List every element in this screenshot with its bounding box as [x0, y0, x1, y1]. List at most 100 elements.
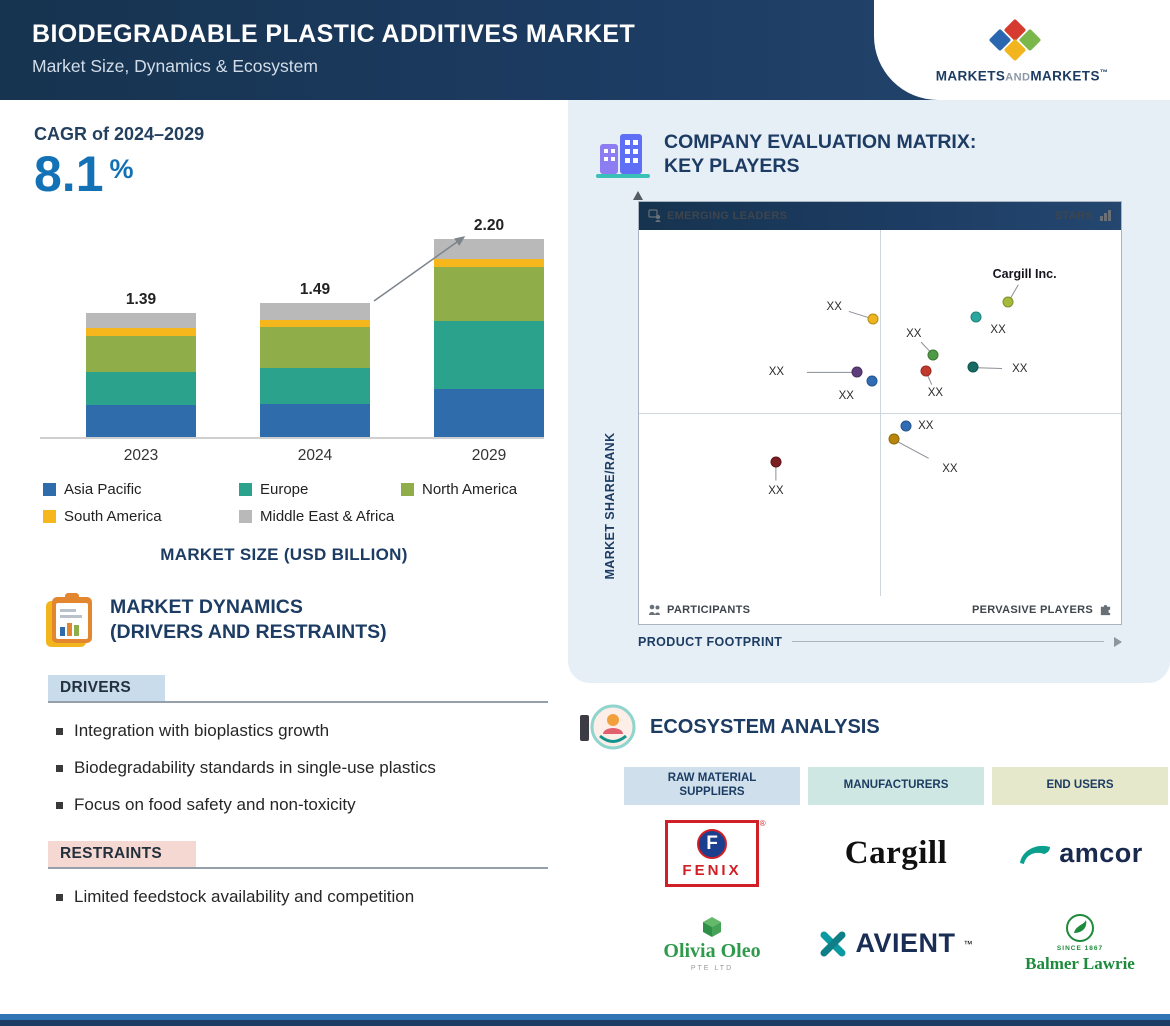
left-column: CAGR of 2024–2029 8.1% 1.39 1.49 2.20 2023… — [0, 100, 568, 985]
legend-item: Middle East & Africa — [239, 508, 401, 525]
scatter-point — [967, 361, 979, 373]
bar-column: 1.39 — [86, 291, 196, 437]
scatter-point-name-label: Cargill Inc. — [992, 266, 1057, 281]
cagr-label: CAGR of 2024–2029 — [34, 124, 205, 144]
olivia-subtext: PTE LTD — [690, 964, 734, 972]
bar-segment — [260, 320, 370, 327]
bar-segment — [434, 267, 544, 321]
restraints-label: RESTRAINTS — [48, 841, 197, 867]
logo-cargill: Cargill — [808, 813, 984, 895]
page-subtitle: Market Size, Dynamics & Ecosystem — [32, 56, 318, 76]
brand-trademark: ™ — [1099, 67, 1109, 77]
scatter-point — [900, 420, 912, 432]
bar-segment — [260, 404, 370, 437]
amcor-swoosh-icon — [1020, 845, 1051, 864]
column-raw-material-suppliers: RAW MATERIAL SUPPLIERS — [624, 766, 800, 805]
balmer-roundel-icon — [1066, 914, 1094, 943]
scatter-point-label: XX — [918, 419, 934, 432]
bar-chart-title: MARKET SIZE (USD BILLION) — [160, 545, 408, 564]
brand-logo: MARKETSANDMARKETS™ — [874, 0, 1170, 100]
quadrant-label: PERVASIVE PLAYERS — [971, 603, 1093, 616]
drivers-header: DRIVERS — [48, 675, 548, 703]
company-matrix-panel: COMPANY EVALUATION MATRIX: KEY PLAYERS M… — [568, 100, 1170, 683]
legend-swatch — [43, 510, 56, 523]
matrix-title-line1: COMPANY EVALUATION MATRIX: — [664, 131, 977, 153]
logo-amcor: amcor — [992, 813, 1168, 895]
presenter-icon — [648, 209, 661, 223]
olivia-wordmark: Olivia Oleo — [663, 939, 761, 962]
drivers-label: DRIVERS — [48, 675, 166, 701]
evaluation-matrix-chart: MARKET SHARE/RANK EMERGING LEADERS STARS — [603, 190, 1122, 625]
y-axis-label: MARKET SHARE/RANK — [603, 432, 617, 580]
avient-trademark: ™ — [963, 938, 973, 949]
ecosystem-heading: ECOSYSTEM ANALYSIS — [580, 703, 1170, 753]
market-bar-chart: 1.39 1.49 2.20 2023 2024 2029 — [40, 211, 544, 465]
bar-category-label: 2023 — [123, 447, 159, 464]
balmer-since-text: SINCE 1867 — [1056, 945, 1104, 953]
bar-segment — [434, 259, 544, 267]
scatter-point-label: XX — [927, 386, 944, 399]
matrix-heading: COMPANY EVALUATION MATRIX: KEY PLAYERS — [596, 130, 1170, 179]
bar-total-label: 1.39 — [125, 291, 157, 308]
x-axis-label: PRODUCT FOOTPRINT — [638, 634, 783, 649]
restraints-list: Limited feedstock availability and compe… — [0, 887, 568, 907]
fenix-emblem-icon: F — [697, 829, 727, 860]
legend-item: North America — [401, 481, 568, 498]
markets-diamonds-icon — [988, 18, 1054, 62]
scatter-point — [927, 349, 939, 361]
matrix-title-line2: KEY PLAYERS — [664, 155, 800, 178]
bar-segment — [86, 313, 196, 328]
footer-bar — [0, 1014, 1170, 1026]
bar-segment — [86, 328, 196, 336]
header-titles: BIODEGRADABLE PLASTIC ADDITIVES MARKET M… — [0, 0, 1170, 77]
logo-olivia-oleo: Olivia Oleo PTE LTD — [624, 903, 800, 985]
ecosystem-section: ECOSYSTEM ANALYSIS RAW MATERIAL SUPPLIER… — [568, 683, 1170, 985]
bar-chart-bars: 1.39 1.49 2.20 — [40, 211, 544, 439]
bar-chart-icon — [1100, 210, 1111, 222]
dynamics-title-line1: MARKET DYNAMICS — [110, 595, 303, 618]
bar-total-label: 1.49 — [299, 281, 331, 298]
brand-markets-1: MARKETS — [935, 68, 1006, 84]
page-title: BIODEGRADABLE PLASTIC ADDITIVES MARKET — [32, 20, 636, 48]
cagr-number: 8.1 — [34, 146, 104, 202]
legend-swatch — [43, 483, 56, 496]
bar-chart-legend: Asia Pacific Europe North America South Ame… — [43, 481, 568, 525]
scatter-point-label: XX — [768, 485, 784, 498]
legend-swatch — [401, 483, 414, 496]
scatter-point-label: XX — [838, 389, 854, 402]
scatter-point — [866, 375, 878, 387]
device-icon — [580, 714, 589, 741]
quadrant-label: STARS — [1055, 209, 1093, 222]
market-dynamics-heading: MARKET DYNAMICS (DRIVERS AND RESTRAINTS) — [44, 591, 568, 649]
quadrant-label: EMERGING LEADERS — [667, 209, 788, 222]
legend-item: South America — [43, 508, 239, 525]
matrix-title: COMPANY EVALUATION MATRIX: KEY PLAYERS — [664, 130, 976, 179]
scatter-point — [970, 311, 982, 323]
main-content: CAGR of 2024–2029 8.1% 1.39 1.49 2.20 2023… — [0, 100, 1170, 985]
restraints-header: RESTRAINTS — [48, 841, 548, 869]
bullet-item: Focus on food safety and non-toxicity — [56, 795, 568, 815]
legend-item: Asia Pacific — [43, 481, 239, 498]
logo-fenix: ® F FENIX — [624, 813, 800, 895]
scatter-point-label: XX — [990, 324, 1006, 337]
bar-category-label: 2029 — [471, 447, 507, 464]
scatter-point-label: XX — [826, 300, 842, 313]
legend-label: South America — [64, 508, 162, 525]
x-axis-arrow-icon — [1114, 636, 1122, 647]
bar-chart-categories: 2023 2024 2029 — [40, 447, 544, 465]
brand-markets-2: MARKETS — [1030, 68, 1100, 84]
legend-swatch — [239, 483, 252, 496]
bar-segment — [434, 239, 544, 259]
ecosystem-title: ECOSYSTEM ANALYSIS — [650, 716, 880, 739]
column-end-users: END USERS — [992, 766, 1168, 805]
cagr-block: CAGR of 2024–2029 8.1% — [34, 124, 568, 199]
scatter-point — [1002, 296, 1014, 308]
scatter-point-label: XX — [942, 463, 958, 476]
scatter-point — [770, 456, 782, 468]
bar-segment — [86, 336, 196, 372]
bar-segment — [260, 303, 370, 320]
fenix-logo: ® F FENIX — [665, 819, 766, 888]
legend-label: North America — [422, 481, 518, 498]
bar-segment — [260, 327, 370, 368]
x-axis: PRODUCT FOOTPRINT — [638, 635, 1122, 649]
